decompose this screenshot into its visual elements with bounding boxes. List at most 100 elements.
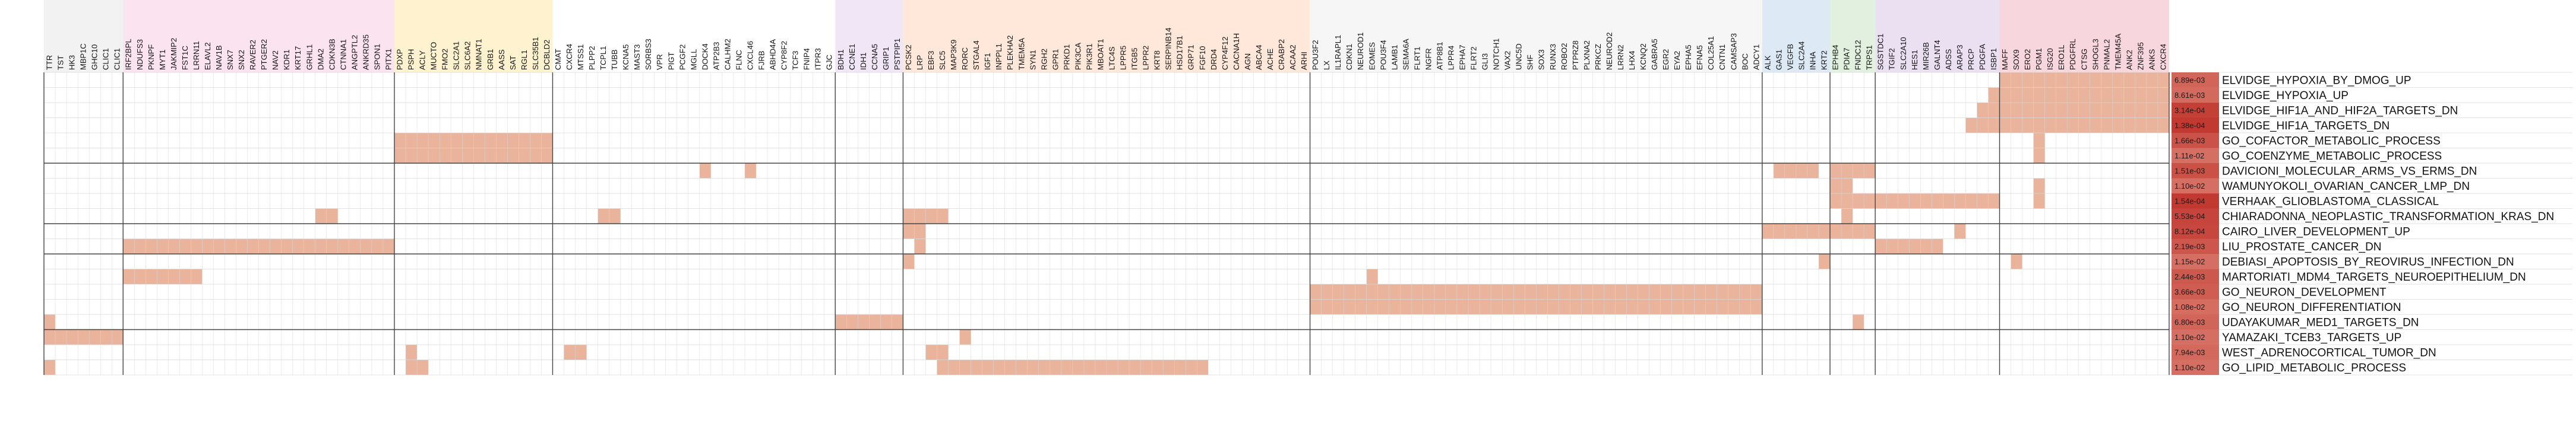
heatmap-cell [1570,299,1582,314]
gene-label: ZNF395 [2136,42,2145,70]
gene-label: PLEKHA2 [1006,35,1014,70]
pvalue-cell [2172,329,2219,345]
pathway-label: WAMUNYOKOLI_OVARIAN_CANCER_LMP_DN [2222,180,2470,193]
gene-label: LRP [915,55,924,70]
gene-label: SYN1 [1028,50,1037,70]
pvalue-cell [2172,72,2219,88]
heatmap-cell [1502,299,1514,314]
gene-label: RUNX3 [1548,44,1557,70]
heatmap-cell [1536,284,1548,300]
gene-label: TMEM5A [1017,38,1026,71]
gene-label: CYP8F2 [780,41,789,70]
gene-label: KCNA5 [621,44,630,70]
heatmap-cell [1083,360,1095,375]
heatmap-cell [2033,103,2045,118]
heatmap-cell [134,239,146,254]
gene-label: NAV1B [214,45,223,70]
gene-label: CDKN3B [327,39,336,70]
gene-label: SEMA6A [1401,39,1410,70]
heatmap-cell [1061,360,1073,375]
heatmap-cell [1174,360,1186,375]
pvalue-label: 1.11e-02 [2174,151,2204,160]
heatmap-cell [2011,87,2022,103]
pvalue-cell [2172,254,2219,269]
pathway-label: ELVIDGE_HIF1A_AND_HIF2A_TARGETS_DN [2222,104,2458,117]
heatmap-cell [1072,360,1084,375]
heatmap-cell [1310,284,1322,300]
heatmap-cell [1140,360,1152,375]
heatmap-cell [1694,299,1706,314]
heatmap-cell [530,133,542,148]
pvalue-label: 6.89e-03 [2174,75,2205,84]
heatmap-grid [43,72,2572,376]
heatmap-cell [1750,284,1762,300]
gene-label: PSPH [407,49,416,70]
gene-label: LPPR2 [1142,46,1150,70]
heatmap-cell [473,148,485,163]
heatmap-cell [2157,117,2169,133]
heatmap-cell [2067,72,2079,88]
gene-label: CDKN1 [1345,44,1354,70]
gene-label: FNIP4 [802,48,811,70]
heatmap-cell [1841,178,1853,193]
pvalue-cell [2172,87,2219,103]
pathway-label: GO_COFACTOR_METABOLIC_PROCESS [2222,135,2441,147]
pvalue-cell [2172,193,2219,209]
heatmap-cell [1445,284,1457,300]
heatmap-cell [541,148,553,163]
heatmap-cell [541,133,553,148]
gene-label: DRD4 [1209,49,1218,70]
heatmap-cell [371,239,383,254]
heatmap-cell [1999,117,2011,133]
gene-label: PIGT [666,52,675,70]
pathway-label: CAIRO_LIVER_DEVELOPMENT_UP [2222,225,2410,238]
gene-label: IL1RAPL1 [1333,35,1342,70]
pathway-label: UDAYAKUMAR_MED1_TARGETS_DN [2222,316,2419,329]
heatmap-cell [1332,299,1344,314]
heatmap-cell [1717,299,1728,314]
heatmap-cell [1705,299,1717,314]
heatmap-cell [575,345,587,360]
heatmap-cell [2112,87,2124,103]
heatmap-cell [1344,299,1355,314]
gene-label: NMNAT1 [475,39,483,70]
heatmap-cell [835,314,847,330]
pvalue-cell [2172,103,2219,118]
heatmap-cell [1592,299,1604,314]
gene-label: MAFF [2000,49,2009,70]
heatmap-cell [2101,87,2113,103]
gene-label: ALK [1763,55,1772,70]
gene-label: ANKS [2147,49,2156,70]
heatmap-cell [2033,133,2045,148]
heatmap-cell [1909,239,1921,254]
heatmap-cell [394,133,406,148]
pvalue-cell [2172,239,2219,254]
gene-label: IGF1 [983,53,992,70]
pathway-label: CHIARADONNA_NEOPLASTIC_TRANSFORMATION_KR… [2222,211,2554,223]
heatmap-cell [1773,224,1785,239]
gene-label: VEGFB [1785,44,1794,70]
gene-label: CCNE1 [848,44,856,70]
heatmap-cell [1965,193,1977,209]
heatmap-cell [903,254,915,269]
heatmap-cell [1581,284,1593,300]
heatmap-cell [1886,239,1898,254]
heatmap-cell [326,208,338,224]
heatmap-cell [2090,117,2101,133]
heatmap-cell [2112,103,2124,118]
heatmap-cell [417,360,429,375]
heatmap-cell [2123,117,2135,133]
pvalue-label: 2.44e-03 [2174,272,2205,281]
gene-label: EPHA5 [1684,44,1693,70]
heatmap-cell [869,314,881,330]
heatmap-cell [1830,224,1842,239]
gene-label: CLIC1 [102,48,110,70]
gene-label: CRABP2 [1277,39,1286,70]
heatmap-cell [292,239,304,254]
heatmap-cell [1513,299,1525,314]
heatmap-cell [1954,193,1966,209]
pvalue-label: 1.54e-04 [2174,196,2205,205]
heatmap-cell [2101,72,2113,88]
gene-label: GRB1 [486,49,495,70]
heatmap-cell [2135,87,2147,103]
